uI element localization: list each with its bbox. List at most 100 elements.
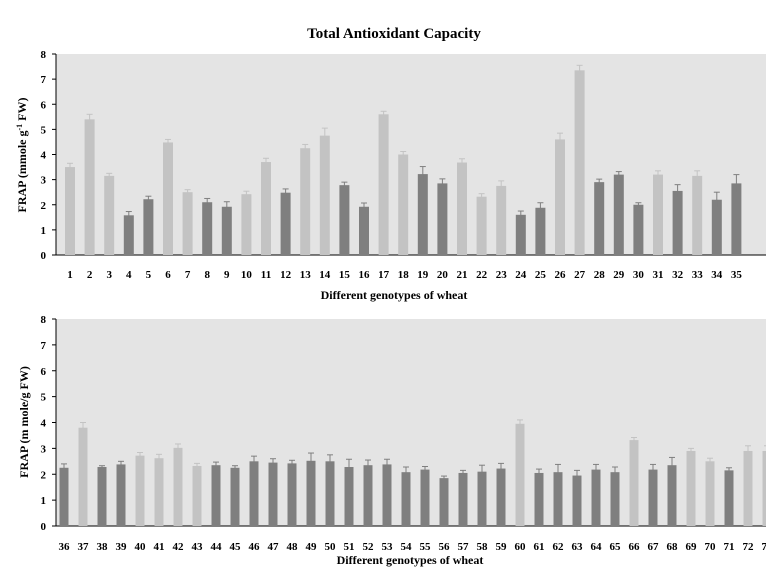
chart-panel-2: Different genotypes of wheat FRAP (m mol… bbox=[17, 314, 766, 567]
y-axis-label-1-main: FRAP (mmole g bbox=[15, 131, 29, 213]
bar bbox=[496, 468, 506, 526]
x-tick-label: 61 bbox=[534, 541, 545, 553]
bar bbox=[116, 464, 126, 526]
x-tick-label: 20 bbox=[437, 269, 449, 281]
bar bbox=[535, 207, 546, 255]
y-tick-label: 8 bbox=[41, 49, 47, 61]
bar bbox=[325, 461, 335, 526]
x-tick-label: 50 bbox=[325, 541, 337, 553]
bar bbox=[359, 206, 369, 255]
x-tick-label: 38 bbox=[97, 541, 109, 553]
x-tick-label: 68 bbox=[667, 541, 679, 553]
bar bbox=[287, 463, 297, 526]
x-tick-label: 33 bbox=[692, 269, 704, 281]
bar bbox=[230, 467, 240, 526]
bar bbox=[143, 199, 154, 255]
bar bbox=[363, 465, 373, 526]
y-tick-label: 7 bbox=[41, 74, 47, 86]
bar bbox=[280, 192, 291, 255]
y-tick-label: 2 bbox=[41, 200, 47, 212]
x-tick-label: 59 bbox=[496, 541, 508, 553]
bar bbox=[731, 183, 742, 255]
bar bbox=[653, 174, 663, 255]
bar bbox=[705, 461, 715, 526]
x-tick-label: 71 bbox=[724, 541, 735, 553]
bar bbox=[163, 142, 173, 255]
y-axis-label-1-unit: FW) bbox=[15, 98, 29, 124]
y-tick-label: 7 bbox=[41, 340, 47, 352]
y-axis-label-1: FRAP (mmole g-1 FW) bbox=[15, 98, 30, 213]
x-tick-label: 17 bbox=[378, 269, 390, 281]
bar bbox=[686, 450, 696, 526]
y-tick-label: 6 bbox=[41, 366, 47, 378]
bar bbox=[97, 467, 107, 526]
bar bbox=[300, 148, 311, 255]
bar bbox=[496, 185, 507, 255]
y-tick-label: 8 bbox=[41, 314, 47, 326]
x-tick-label: 25 bbox=[535, 269, 547, 281]
x-tick-label: 26 bbox=[555, 269, 567, 281]
bar bbox=[515, 423, 525, 526]
x-tick-label: 35 bbox=[731, 269, 743, 281]
bar bbox=[84, 119, 95, 255]
x-tick-label: 41 bbox=[154, 541, 165, 553]
y-tick-label: 4 bbox=[41, 150, 47, 162]
bar bbox=[420, 469, 430, 526]
x-tick-label: 42 bbox=[173, 541, 185, 553]
x-tick-label: 11 bbox=[261, 269, 271, 281]
bar bbox=[457, 162, 467, 255]
bar bbox=[534, 472, 544, 526]
x-tick-label: 57 bbox=[458, 541, 470, 553]
bar bbox=[78, 427, 88, 526]
bar bbox=[633, 204, 644, 255]
x-tick-label: 36 bbox=[59, 541, 71, 553]
x-tick-label: 46 bbox=[249, 541, 261, 553]
x-axis-label-1: Different genotypes of wheat bbox=[321, 288, 468, 302]
x-tick-label: 14 bbox=[319, 269, 331, 281]
bar bbox=[555, 139, 565, 255]
bar bbox=[123, 215, 134, 255]
chart-title: Total Antioxidant Capacity bbox=[307, 26, 481, 42]
x-tick-label: 24 bbox=[515, 269, 527, 281]
y-tick-label: 5 bbox=[41, 124, 47, 136]
x-tick-label: 2 bbox=[87, 269, 93, 281]
bar bbox=[249, 461, 259, 526]
bar bbox=[477, 471, 487, 526]
x-tick-label: 55 bbox=[420, 541, 432, 553]
x-tick-label: 73 bbox=[762, 541, 766, 553]
bar bbox=[306, 460, 316, 526]
x-tick-label: 49 bbox=[306, 541, 318, 553]
bar bbox=[319, 135, 330, 255]
bar bbox=[211, 465, 221, 526]
x-tick-label: 9 bbox=[224, 269, 230, 281]
bar bbox=[692, 175, 703, 255]
x-tick-label: 28 bbox=[594, 269, 606, 281]
bar bbox=[268, 462, 278, 526]
y-tick-label: 1 bbox=[41, 225, 47, 237]
x-tick-label: 52 bbox=[363, 541, 375, 553]
plot-area-1 bbox=[56, 54, 766, 255]
y-tick-label: 1 bbox=[41, 495, 47, 507]
x-tick-label: 66 bbox=[629, 541, 641, 553]
x-tick-label: 51 bbox=[344, 541, 355, 553]
x-tick-label: 7 bbox=[185, 269, 191, 281]
bar bbox=[261, 162, 271, 255]
x-tick-label: 29 bbox=[613, 269, 625, 281]
x-tick-label: 13 bbox=[300, 269, 312, 281]
bar bbox=[724, 470, 734, 526]
bar bbox=[591, 469, 601, 526]
bar bbox=[743, 450, 753, 526]
bar bbox=[574, 70, 585, 255]
x-tick-label: 1 bbox=[67, 269, 73, 281]
x-tick-label: 40 bbox=[135, 541, 147, 553]
bar bbox=[648, 469, 658, 526]
bar bbox=[173, 447, 183, 526]
x-tick-label: 3 bbox=[106, 269, 112, 281]
bar bbox=[154, 458, 164, 526]
x-tick-label: 5 bbox=[146, 269, 152, 281]
bar bbox=[344, 467, 354, 526]
y-tick-label: 6 bbox=[41, 99, 47, 111]
x-tick-label: 21 bbox=[457, 269, 468, 281]
bar bbox=[135, 455, 145, 526]
